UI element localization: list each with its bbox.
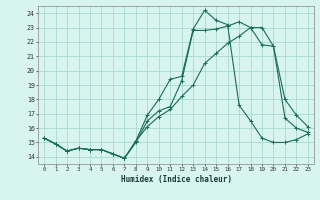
X-axis label: Humidex (Indice chaleur): Humidex (Indice chaleur) bbox=[121, 175, 231, 184]
